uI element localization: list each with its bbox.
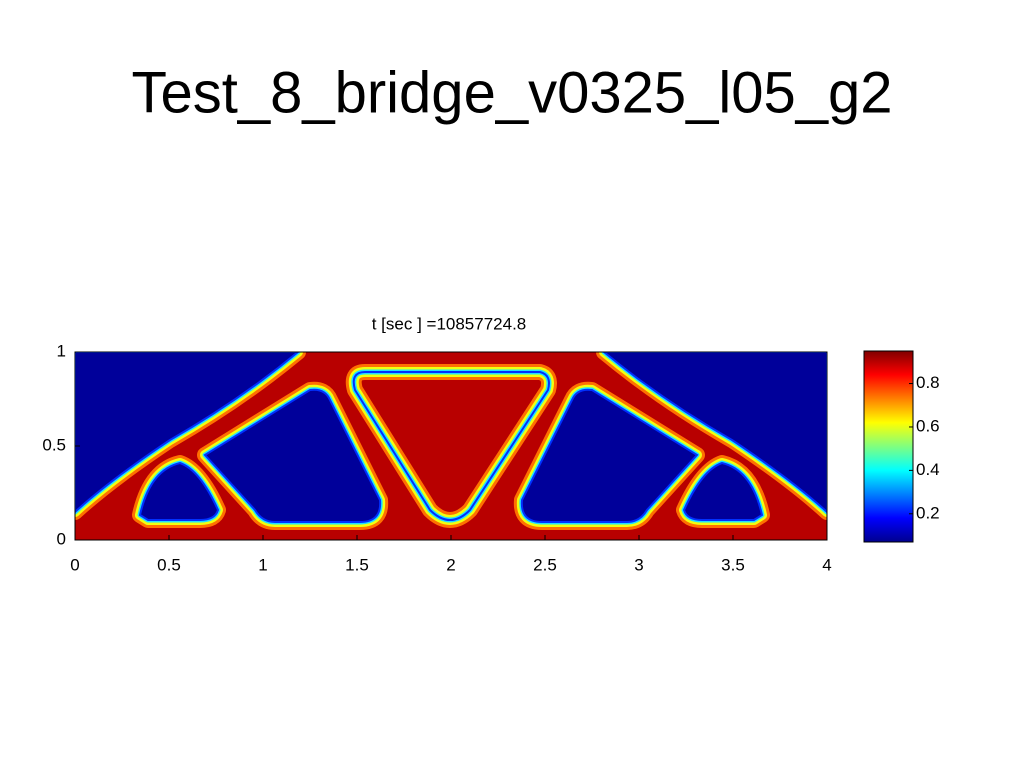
slide-title: Test_8_bridge_v0325_l05_g2 [131, 60, 892, 125]
heatmap-field [75, 352, 827, 540]
x-tick-label: 2 [446, 555, 455, 574]
y-tick-label: 0.5 [42, 435, 66, 454]
x-tick-label: 2.5 [533, 555, 557, 574]
colorbar-tick-label: 0.4 [916, 460, 940, 479]
x-tick-label: 1 [258, 555, 267, 574]
x-tick-label: 1.5 [345, 555, 369, 574]
colorbar [863, 350, 914, 543]
y-tick-label: 1 [57, 341, 66, 360]
x-tick-label: 3.5 [721, 555, 745, 574]
x-tick-label: 4 [822, 555, 831, 574]
x-tick-label: 0.5 [157, 555, 181, 574]
chart-title: t [sec ] =10857724.8 [372, 314, 527, 333]
colorbar-tick-label: 0.8 [916, 373, 940, 392]
x-tick-label: 0 [70, 555, 79, 574]
y-tick-label: 0 [57, 529, 66, 548]
x-tick-label: 3 [634, 555, 643, 574]
colorbar-tick-label: 0.6 [916, 416, 940, 435]
colorbar-tick-label: 0.2 [916, 503, 940, 522]
